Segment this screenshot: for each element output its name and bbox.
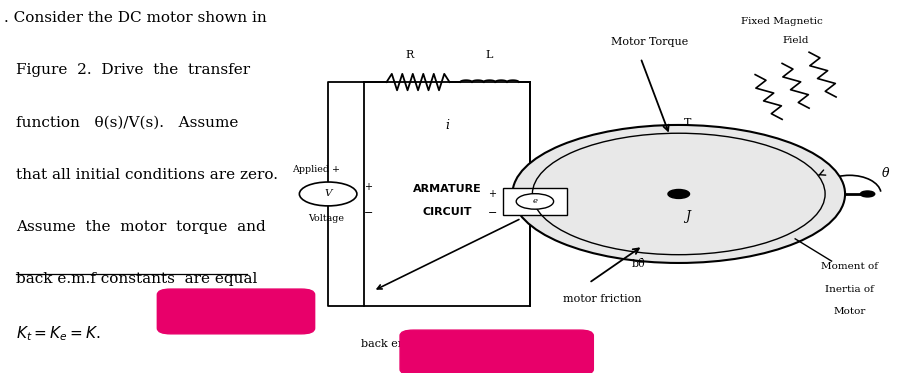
Text: function   θ(s)/V(s).   Assume: function θ(s)/V(s). Assume: [16, 116, 238, 130]
Text: . Consider the DC motor shown in: . Consider the DC motor shown in: [4, 11, 267, 25]
Text: L: L: [485, 50, 494, 60]
Text: Applied +: Applied +: [292, 165, 340, 174]
Text: J: J: [685, 210, 690, 223]
Text: Motor Torque: Motor Torque: [611, 37, 688, 47]
Text: Fixed Magnetic: Fixed Magnetic: [742, 17, 823, 26]
Text: Assume  the  motor  torque  and: Assume the motor torque and: [16, 220, 266, 234]
Text: back emf: back emf: [360, 339, 413, 350]
Circle shape: [512, 125, 845, 263]
Circle shape: [299, 182, 357, 206]
Text: −: −: [488, 208, 497, 217]
Text: i: i: [445, 119, 450, 132]
Text: back e.m.f constants  are equal: back e.m.f constants are equal: [16, 272, 257, 286]
Circle shape: [516, 194, 554, 209]
Text: Voltage: Voltage: [308, 214, 344, 223]
Bar: [503, 188, 566, 214]
Text: e: e: [532, 197, 538, 206]
Text: Moment of: Moment of: [821, 262, 878, 271]
Text: Inertia of: Inertia of: [825, 285, 874, 294]
Text: Field: Field: [782, 36, 809, 45]
Text: Motor: Motor: [833, 307, 866, 316]
Text: CIRCUIT: CIRCUIT: [423, 207, 472, 217]
Text: motor friction: motor friction: [563, 294, 642, 304]
Text: $K_t = K_e = K.$: $K_t = K_e = K.$: [16, 325, 101, 343]
Circle shape: [668, 189, 690, 198]
Text: R: R: [405, 50, 414, 60]
Text: ARMATURE: ARMATURE: [413, 185, 482, 194]
Text: bθ̇: bθ̇: [631, 259, 645, 269]
Text: Figure  2.  Drive  the  transfer: Figure 2. Drive the transfer: [16, 63, 250, 78]
Text: −: −: [364, 208, 373, 217]
Text: θ: θ: [882, 167, 889, 180]
FancyBboxPatch shape: [157, 289, 315, 334]
Text: +: +: [488, 189, 496, 199]
Bar: [364, 82, 530, 306]
Circle shape: [860, 191, 875, 197]
Text: that all initial conditions are zero.: that all initial conditions are zero.: [16, 168, 278, 182]
Text: +: +: [364, 182, 372, 191]
Text: V: V: [325, 189, 332, 198]
FancyBboxPatch shape: [400, 330, 593, 373]
Text: T: T: [684, 118, 691, 128]
